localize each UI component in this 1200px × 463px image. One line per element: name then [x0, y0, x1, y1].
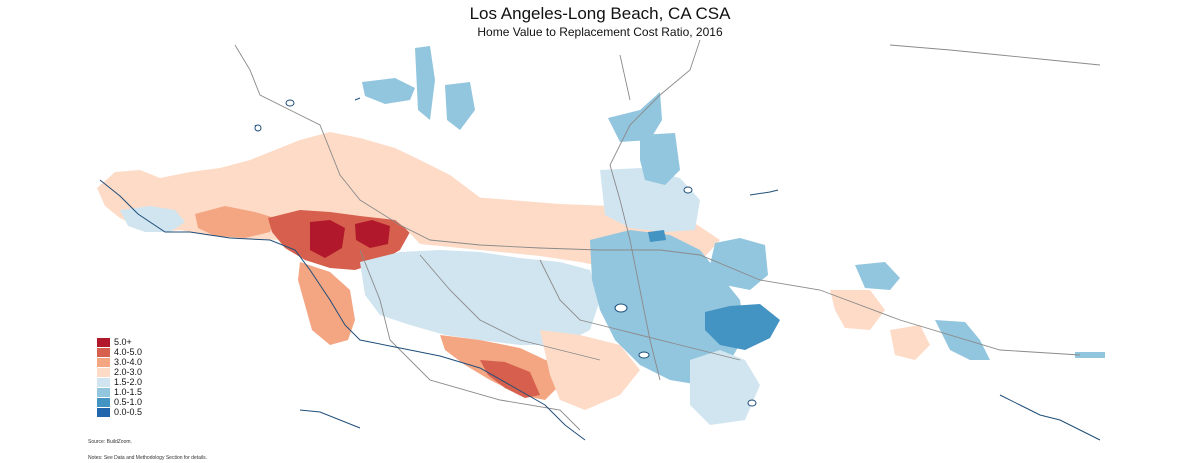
legend-swatch	[97, 347, 110, 357]
legend-item: 0.0-0.5	[97, 407, 142, 417]
region-santa-monica-hills	[195, 206, 275, 238]
region-north-1	[362, 78, 415, 104]
legend-label: 4.0-5.0	[114, 347, 143, 357]
legend-item: 0.5-1.0	[97, 397, 142, 407]
region-north-4	[608, 92, 662, 142]
region-south-oc	[540, 330, 640, 410]
legend-item: 5.0+	[97, 337, 142, 347]
legend-item: 1.0-1.5	[97, 387, 142, 397]
region-east-4	[890, 325, 930, 360]
legend-swatch	[97, 407, 110, 417]
region-south-ie	[690, 350, 760, 425]
map-subtitle: Home Value to Replacement Cost Ratio, 20…	[477, 25, 723, 39]
source-note: Source: BuildZoom.	[88, 439, 132, 445]
legend-label: 0.0-0.5	[114, 407, 143, 417]
legend-label: 1.5-2.0	[114, 377, 143, 387]
region-east-5	[935, 320, 990, 360]
region-perris	[705, 304, 780, 350]
legend-item: 1.5-2.0	[97, 377, 142, 387]
legend-label: 3.0-4.0	[114, 357, 143, 367]
notes: Notes: See Data and Methodology Section …	[88, 455, 207, 461]
region-polygons	[97, 46, 1105, 425]
legend-label: 2.0-3.0	[114, 367, 143, 377]
lakes	[254, 99, 757, 407]
legend-swatch	[97, 357, 110, 367]
legend-swatch	[97, 337, 110, 347]
region-east-6	[1075, 352, 1105, 358]
legend-label: 5.0+	[114, 337, 132, 347]
legend: 5.0+ 4.0-5.0 3.0-4.0 2.0-3.0 1.5-2.0 1.0…	[97, 337, 142, 417]
region-north-3	[445, 82, 475, 130]
region-newport	[480, 360, 540, 398]
region-west-coast	[97, 132, 490, 240]
region-inland-empire	[590, 230, 745, 385]
region-riverside-pale	[600, 168, 700, 232]
map-title: Los Angeles-Long Beach, CA CSA	[469, 4, 731, 23]
region-south-bay	[298, 262, 355, 345]
legend-label: 1.0-1.5	[114, 387, 143, 397]
region-hollywood	[355, 220, 390, 248]
legend-item: 4.0-5.0	[97, 347, 142, 357]
legend-swatch	[97, 377, 110, 387]
legend-item: 2.0-3.0	[97, 367, 142, 377]
region-east-2	[830, 290, 885, 330]
legend-item: 3.0-4.0	[97, 357, 142, 367]
region-beverly-hills	[310, 220, 345, 258]
legend-swatch	[97, 387, 110, 397]
region-north-2	[415, 46, 435, 120]
region-north-5	[640, 133, 680, 185]
highway-lines	[234, 39, 1101, 431]
region-small-dark	[648, 230, 666, 242]
legend-swatch	[97, 367, 110, 377]
legend-swatch	[97, 397, 110, 407]
legend-label: 0.5-1.0	[114, 397, 143, 407]
region-east-3	[855, 262, 900, 290]
region-central-la	[360, 250, 600, 345]
